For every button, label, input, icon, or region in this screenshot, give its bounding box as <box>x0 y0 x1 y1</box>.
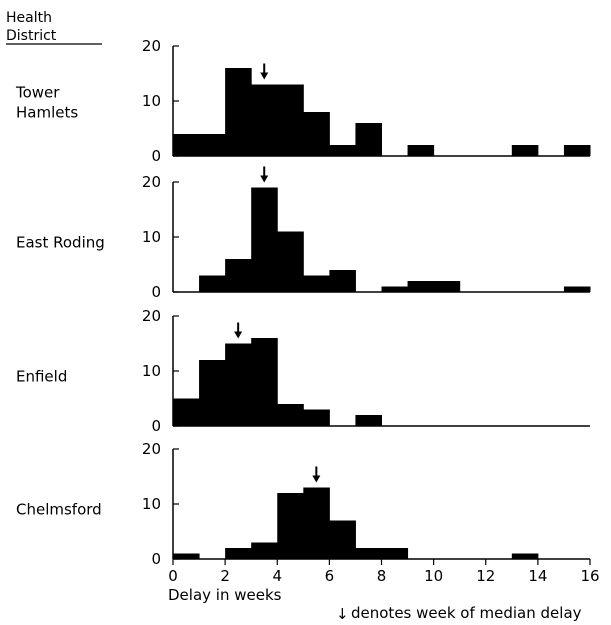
x-tick-label: 4 <box>272 567 282 585</box>
bar <box>563 145 591 156</box>
bar <box>511 145 539 156</box>
bar <box>199 360 226 426</box>
bar <box>251 84 278 156</box>
bar <box>251 542 278 559</box>
bar <box>303 487 330 559</box>
header-health: Health <box>6 10 52 26</box>
x-axis: 0 2 4 6 8 10 12 14 16 <box>168 559 600 585</box>
district-label: Tower <box>15 84 60 102</box>
district-label: Enfield <box>16 368 67 386</box>
y-tick-label: 20 <box>142 440 161 458</box>
bar <box>251 187 278 292</box>
y-tick-label: 10 <box>142 362 161 380</box>
panel-3: Enfield 0 10 20 <box>16 307 590 435</box>
y-tick-label: 20 <box>142 173 161 191</box>
y-tick-label: 10 <box>142 228 161 246</box>
x-axis-label: Delay in weeks <box>168 586 282 604</box>
district-label-line2: Hamlets <box>16 104 78 122</box>
bar <box>225 259 252 292</box>
median-arrow-icon <box>260 63 269 80</box>
bar <box>407 281 435 292</box>
panel-1: Tower Hamlets 0 10 20 <box>15 37 591 165</box>
y-tick-label: 0 <box>151 550 161 568</box>
bar <box>173 553 200 559</box>
bar <box>433 281 461 292</box>
bar <box>355 123 382 156</box>
y-tick-label: 0 <box>151 283 161 301</box>
bar <box>303 275 330 292</box>
bar <box>563 286 591 292</box>
bar <box>225 548 252 559</box>
bar <box>381 286 409 292</box>
bar <box>355 415 382 426</box>
bar <box>173 134 200 156</box>
bar <box>199 134 226 156</box>
bar <box>173 398 200 426</box>
bar <box>303 409 330 426</box>
bar <box>329 145 356 156</box>
bar <box>277 404 304 426</box>
bar <box>303 112 330 156</box>
median-arrow-icon <box>260 166 269 183</box>
bar <box>407 145 435 156</box>
bar <box>381 548 409 559</box>
y-tick-label: 10 <box>142 495 161 513</box>
panel-4: Chelmsford 0 10 20 <box>16 440 590 568</box>
legend-text: denotes week of median delay <box>351 604 582 622</box>
x-tick-label: 12 <box>476 567 495 585</box>
median-arrow-icon <box>312 466 321 483</box>
bar <box>277 231 304 292</box>
bar <box>329 270 356 292</box>
header-district: District <box>6 28 57 44</box>
bar <box>199 275 226 292</box>
district-label: East Roding <box>16 234 105 252</box>
bar <box>355 548 382 559</box>
y-tick-label: 20 <box>142 37 161 55</box>
y-tick-label: 10 <box>142 92 161 110</box>
y-tick-label: 20 <box>142 307 161 325</box>
bar <box>277 84 304 156</box>
legend-arrow-icon: ↓ <box>336 605 349 623</box>
bar <box>277 493 304 559</box>
bar <box>251 338 278 426</box>
y-tick-label: 0 <box>151 147 161 165</box>
x-tick-label: 10 <box>424 567 443 585</box>
y-tick-label: 0 <box>151 417 161 435</box>
x-tick-label: 16 <box>580 567 599 585</box>
median-arrow-icon <box>234 322 243 339</box>
panel-2: East Roding 0 10 20 <box>16 166 591 301</box>
x-tick-label: 2 <box>220 567 230 585</box>
x-tick-label: 0 <box>168 567 178 585</box>
bar <box>329 520 356 559</box>
x-tick-label: 6 <box>325 567 335 585</box>
district-label: Chelmsford <box>16 501 102 519</box>
x-tick-label: 14 <box>528 567 547 585</box>
bar <box>225 343 252 426</box>
bar <box>511 553 539 559</box>
bar <box>225 68 252 156</box>
x-tick-label: 8 <box>377 567 387 585</box>
